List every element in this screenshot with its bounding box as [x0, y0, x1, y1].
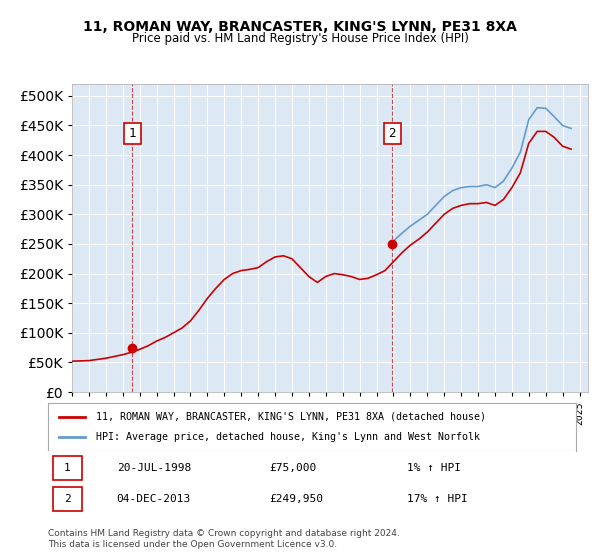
Text: 20-JUL-1998: 20-JUL-1998	[116, 463, 191, 473]
Text: 11, ROMAN WAY, BRANCASTER, KING'S LYNN, PE31 8XA: 11, ROMAN WAY, BRANCASTER, KING'S LYNN, …	[83, 20, 517, 34]
FancyBboxPatch shape	[53, 455, 82, 480]
Text: 1: 1	[64, 463, 71, 473]
Text: £249,950: £249,950	[270, 494, 324, 504]
Text: 1% ↑ HPI: 1% ↑ HPI	[407, 463, 461, 473]
Text: 04-DEC-2013: 04-DEC-2013	[116, 494, 191, 504]
Text: HPI: Average price, detached house, King's Lynn and West Norfolk: HPI: Average price, detached house, King…	[95, 432, 479, 442]
Text: 2: 2	[388, 127, 396, 140]
Text: Price paid vs. HM Land Registry's House Price Index (HPI): Price paid vs. HM Land Registry's House …	[131, 32, 469, 45]
FancyBboxPatch shape	[53, 487, 82, 511]
Text: 11, ROMAN WAY, BRANCASTER, KING'S LYNN, PE31 8XA (detached house): 11, ROMAN WAY, BRANCASTER, KING'S LYNN, …	[95, 412, 485, 422]
Text: Contains HM Land Registry data © Crown copyright and database right 2024.
This d: Contains HM Land Registry data © Crown c…	[48, 529, 400, 549]
Text: 17% ↑ HPI: 17% ↑ HPI	[407, 494, 468, 504]
FancyBboxPatch shape	[124, 123, 140, 144]
Text: 2: 2	[64, 494, 71, 504]
Text: £75,000: £75,000	[270, 463, 317, 473]
Text: 1: 1	[128, 127, 136, 140]
FancyBboxPatch shape	[383, 123, 401, 144]
